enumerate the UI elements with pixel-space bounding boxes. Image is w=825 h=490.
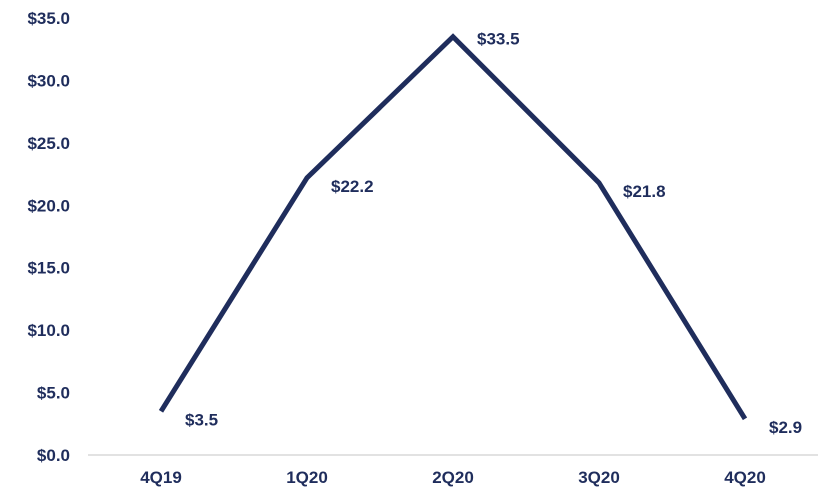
series-line (158, 33, 748, 421)
x-tick-label: 4Q20 (724, 468, 766, 487)
y-tick-label: $25.0 (27, 134, 70, 153)
x-tick-label: 2Q20 (432, 468, 474, 487)
data-label: $33.5 (477, 30, 520, 49)
y-tick-label: $10.0 (27, 321, 70, 340)
y-tick-label: $5.0 (37, 384, 70, 403)
x-tick-label: 1Q20 (286, 468, 328, 487)
y-tick-label: $20.0 (27, 196, 70, 215)
x-tick-label: 3Q20 (578, 468, 620, 487)
x-tick-label: 4Q19 (140, 468, 182, 487)
data-label: $21.8 (623, 182, 666, 201)
data-labels: $3.5 $22.2 $33.5 $21.8 $2.9 (185, 30, 802, 437)
series-layer (158, 33, 748, 421)
data-label: $22.2 (331, 177, 374, 196)
y-tick-label: $0.0 (37, 446, 70, 465)
y-tick-label: $15.0 (27, 259, 70, 278)
x-axis: 4Q19 1Q20 2Q20 3Q20 4Q20 (88, 454, 818, 487)
data-label: $2.9 (769, 418, 802, 437)
y-tick-label: $35.0 (27, 9, 70, 28)
data-label: $3.5 (185, 410, 218, 429)
y-axis: $0.0 $5.0 $10.0 $15.0 $20.0 $25.0 $30.0 $35.0 (27, 9, 70, 465)
y-tick-label: $30.0 (27, 71, 70, 90)
